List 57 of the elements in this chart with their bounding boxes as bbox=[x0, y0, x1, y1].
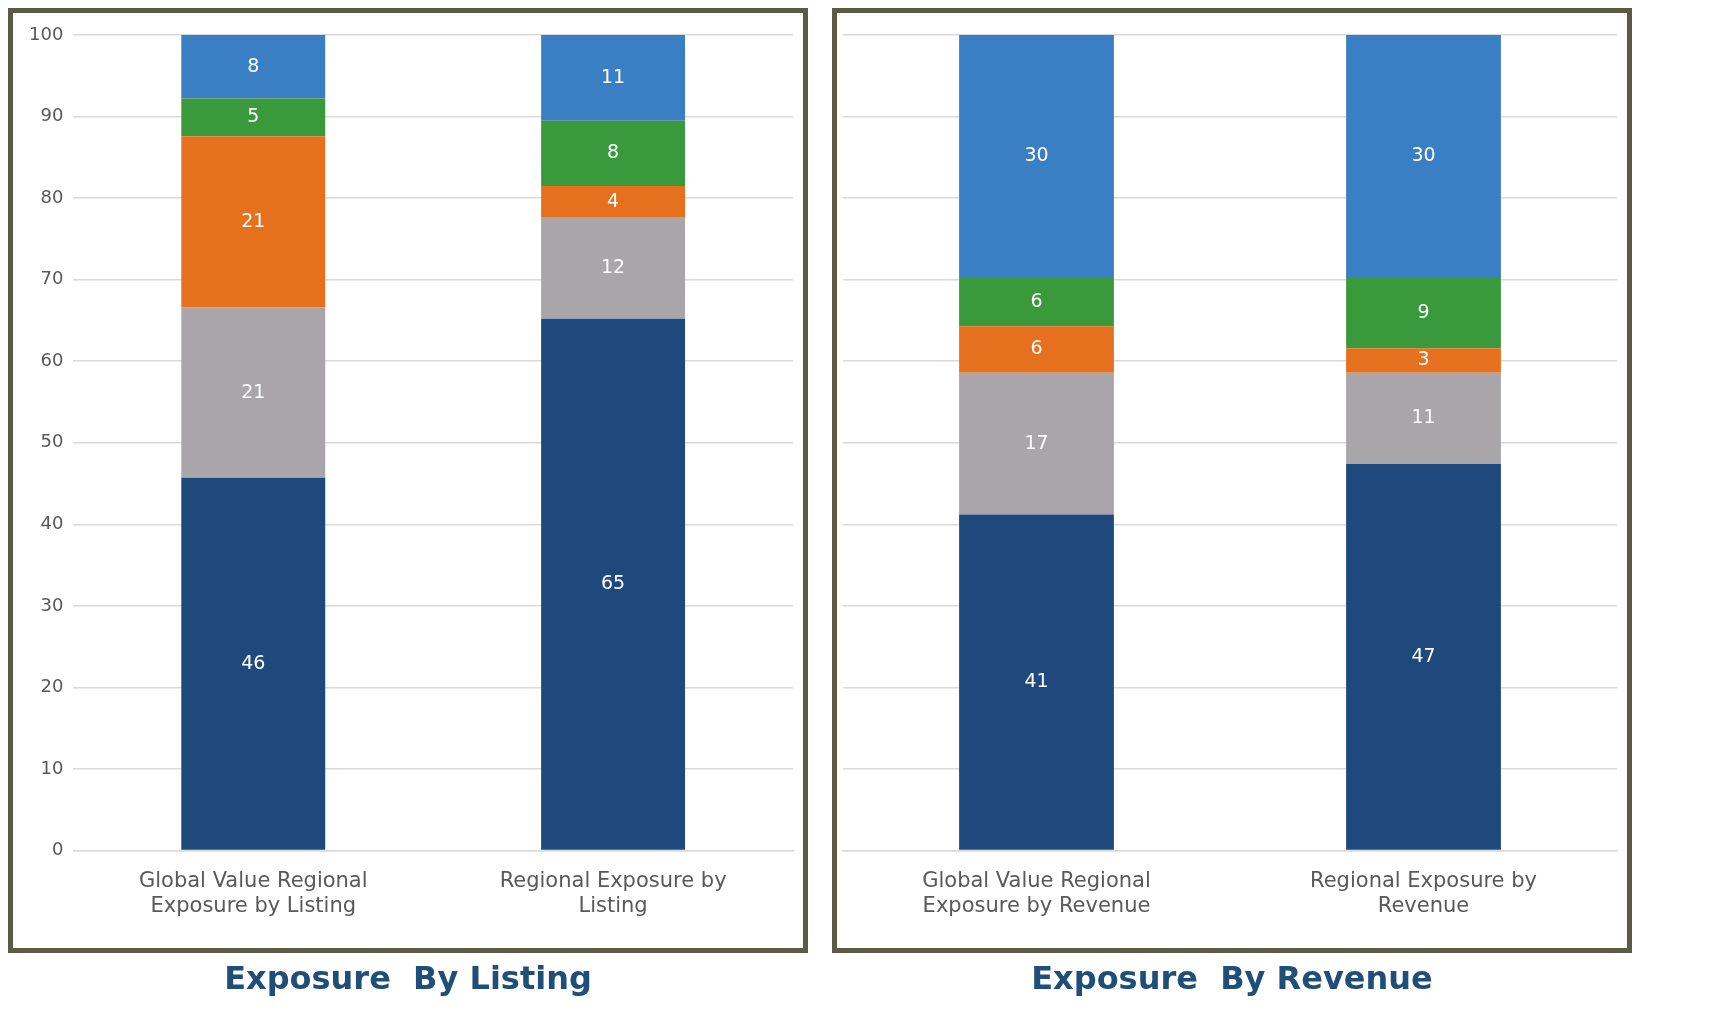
bar bbox=[181, 136, 326, 308]
data-label: 4 bbox=[607, 188, 620, 211]
data-label: 8 bbox=[607, 140, 620, 163]
y-tick-label: 30 bbox=[40, 593, 64, 615]
y-tick-label: 90 bbox=[40, 104, 64, 126]
bar bbox=[541, 318, 686, 850]
bar bbox=[181, 477, 326, 850]
y-tick-label: 10 bbox=[40, 756, 64, 778]
data-label: 65 bbox=[601, 571, 626, 594]
data-label: 8 bbox=[247, 53, 260, 76]
bar bbox=[541, 120, 686, 186]
bar bbox=[1346, 348, 1501, 373]
x-tick-label: Global Value Regional Exposure by Revenue bbox=[922, 867, 1151, 917]
data-label: 41 bbox=[1024, 669, 1049, 692]
bar bbox=[1346, 372, 1501, 465]
bar bbox=[541, 35, 686, 121]
bar bbox=[181, 307, 326, 478]
y-tick-label: 20 bbox=[40, 675, 64, 697]
bar bbox=[1346, 35, 1501, 279]
x-tick-label: Global Value Regional Exposure by Listing bbox=[138, 867, 368, 917]
data-label: 9 bbox=[1417, 300, 1430, 323]
text: Exposure By Listing bbox=[224, 959, 592, 997]
bar bbox=[1346, 278, 1501, 349]
data-label: 6 bbox=[1030, 289, 1043, 312]
y-tick-label: 50 bbox=[40, 430, 64, 452]
data-label: 5 bbox=[247, 104, 260, 127]
data-label: 17 bbox=[1024, 430, 1049, 453]
data-label: 3 bbox=[1417, 347, 1430, 370]
data-label: 46 bbox=[241, 650, 266, 673]
bar bbox=[541, 217, 686, 319]
data-label: 11 bbox=[601, 64, 626, 87]
bar bbox=[959, 514, 1114, 850]
bar bbox=[959, 326, 1114, 373]
data-label: 30 bbox=[1411, 143, 1436, 166]
y-tick-label: 80 bbox=[40, 185, 64, 207]
data-label: 21 bbox=[241, 208, 266, 231]
y-tick-label: 100 bbox=[29, 22, 64, 44]
bar bbox=[959, 35, 1114, 279]
bar bbox=[541, 185, 686, 218]
y-tick-label: 0 bbox=[51, 838, 64, 860]
bar bbox=[959, 278, 1114, 327]
data-label: 30 bbox=[1024, 143, 1049, 166]
bar bbox=[1346, 464, 1501, 850]
bar bbox=[959, 372, 1114, 515]
data-label: 21 bbox=[241, 379, 266, 402]
data-label: 12 bbox=[601, 255, 626, 278]
y-tick-label: 70 bbox=[40, 267, 64, 289]
data-label: 11 bbox=[1411, 405, 1436, 428]
x-tick-label: Regional Exposure by Listing bbox=[499, 867, 727, 917]
y-tick-label: 40 bbox=[40, 512, 64, 534]
data-label: 6 bbox=[1030, 336, 1043, 359]
data-label: 47 bbox=[1411, 643, 1436, 666]
y-tick-label: 60 bbox=[40, 348, 64, 370]
x-tick-label: Regional Exposure by Revenue bbox=[1310, 867, 1537, 917]
text: Exposure By Revenue bbox=[1031, 959, 1433, 997]
bar bbox=[181, 35, 326, 99]
bar bbox=[181, 98, 326, 137]
